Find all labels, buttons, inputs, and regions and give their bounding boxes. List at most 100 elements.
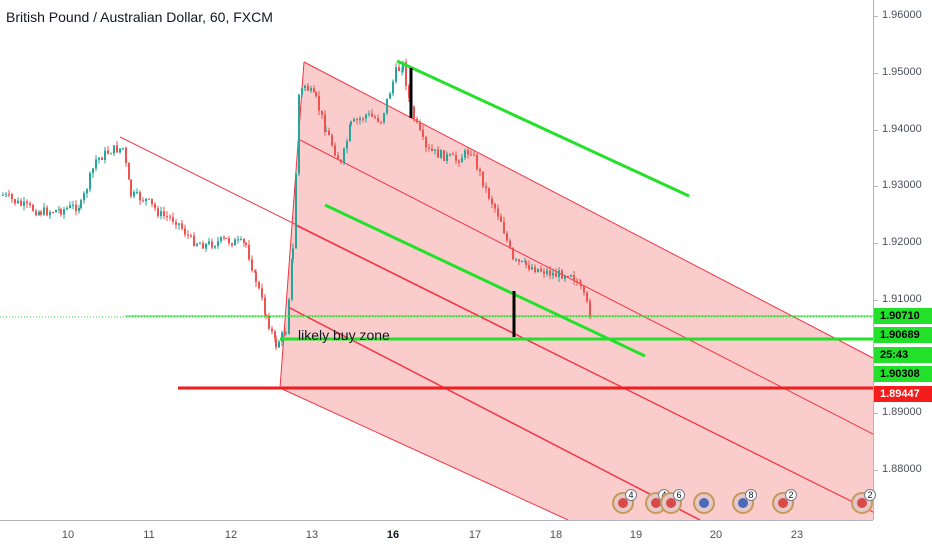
candle-bear [128,162,130,180]
candle-bull [49,212,51,216]
candle-bear [318,95,320,111]
candle-bear [184,228,186,235]
candle-bear [340,159,342,163]
candle-bear [494,204,496,209]
candle-bull [434,149,436,151]
candle-bear [154,204,156,209]
candle-bear [157,208,159,217]
candle-bull [295,173,297,249]
event-count-badge: 6 [673,489,685,501]
candle-bull [278,341,280,348]
candle-bear [425,137,427,148]
candle-bull [5,194,7,196]
candle-bear [500,216,502,222]
candle-bear [576,280,578,283]
candle-bear [452,154,454,156]
candle-bull [350,121,352,125]
price-tick-mark [874,16,878,17]
candle-bull [515,259,517,261]
price-tick-mark [874,186,878,187]
chart-canvas[interactable] [0,0,873,520]
candle-bear [107,150,109,154]
candle-bear [419,121,421,130]
candle-bull [86,189,88,194]
candle-bear [248,244,250,260]
candle-bear [11,194,13,200]
candle-bear [331,135,333,146]
candle-bull [58,209,60,211]
candle-bull [440,150,442,158]
candle-bear [589,301,591,317]
candle-bull [17,200,19,204]
candle-bear [580,284,582,287]
candle-bear [488,188,490,199]
candle-bear [29,203,31,206]
event-icon-core [738,498,748,508]
candle-bull [83,193,85,201]
candle-bear [125,147,127,163]
candle-bear [455,154,457,161]
candle-bear [579,282,581,285]
candle-bear [380,121,382,123]
candle-bull [298,94,300,174]
candle-bull [72,204,74,206]
candle-bull [69,205,71,209]
candle-bull [365,114,367,119]
candle-bear [337,155,339,160]
candle-bull [446,154,448,161]
candle-bull [160,211,162,217]
candle-bull [234,239,236,246]
candle-bull [401,70,403,72]
candle-bear [169,216,171,218]
candle-bear [428,147,430,149]
candle-bear [470,154,472,156]
candle-bull [92,168,94,174]
candle-bull [196,243,198,246]
candle-bear [142,200,144,202]
candle-bear [284,332,286,335]
pitchfork-channel[interactable] [119,61,873,520]
candle-bear [211,241,213,248]
candle-bull [38,211,40,216]
candle-bull [89,173,91,190]
candle-bull [119,148,121,153]
candle-bear [473,154,475,156]
price-axis[interactable]: 1.96000 1.95000 1.94000 1.93000 1.92000 1.910… [873,0,932,520]
green-trend-line-top[interactable] [396,59,690,198]
candle-bear [549,270,551,276]
candle-bear [8,194,10,196]
candle-bear [313,88,315,93]
candle-bull [205,243,207,249]
candle-bear [265,314,267,316]
price-tick-label: 1.89000 [882,406,922,418]
candle-bear [258,282,260,289]
candle-bull [461,157,463,163]
price-tick-label: 1.88000 [882,463,922,475]
time-tick-label: 16 [386,529,400,541]
time-tick-label: 18 [549,529,563,541]
time-tick-label: 12 [224,529,238,541]
time-tick-label: 23 [790,529,804,541]
candle-bull [110,153,112,155]
price-tick-mark [874,73,878,74]
candle-bear [40,211,42,215]
event-count-badge: 8 [745,489,757,501]
candle-bull [98,157,100,160]
candle-bear [356,119,358,121]
candle-bear [431,148,433,151]
event-icon-core [699,498,709,508]
buy-zone-label[interactable]: likely buy zone [298,327,390,343]
green-trend-line-bottom[interactable] [324,203,646,358]
uk-flag-icon[interactable] [693,492,715,514]
candle-bear [231,243,233,246]
chart-title: British Pound / Australian Dollar, 60, F… [6,9,273,25]
candle-bull [570,274,572,277]
candle-bull [237,239,239,241]
time-tick-label: 19 [629,529,643,541]
pitchfork-fill [280,62,873,520]
candle-bear [307,85,309,91]
time-axis[interactable]: 10 11 12 13 16 17 18 19 20 23 [0,520,873,550]
candle-bull [145,198,147,202]
candle-bull [214,246,216,248]
